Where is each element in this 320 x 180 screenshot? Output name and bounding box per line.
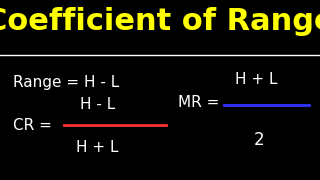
Text: 2: 2 [254,131,265,149]
Text: Range = H - L: Range = H - L [13,75,119,90]
Text: MR =: MR = [178,95,224,110]
Text: H - L: H - L [80,97,115,112]
Text: CR =: CR = [13,118,57,134]
Text: H + L: H + L [76,140,119,155]
Text: H + L: H + L [235,72,277,87]
Text: Coefficient of Range: Coefficient of Range [0,7,320,36]
